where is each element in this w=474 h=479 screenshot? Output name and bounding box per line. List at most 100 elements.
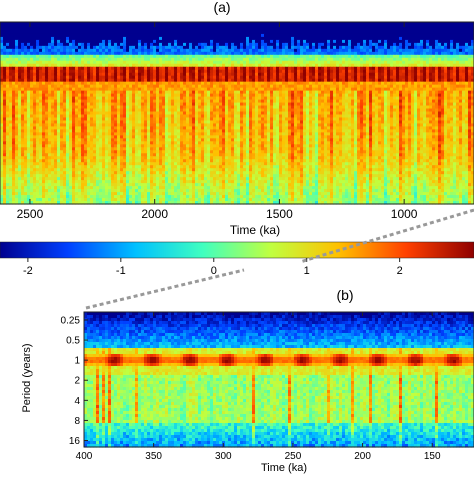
spectrogram-a-cell bbox=[108, 39, 112, 44]
spectrogram-a-cell bbox=[303, 24, 307, 29]
spectrogram-a-cell bbox=[42, 39, 46, 44]
spectrogram-a-cell bbox=[255, 33, 259, 38]
spectrogram-a-cell bbox=[387, 22, 391, 26]
spectrogram-a-cell bbox=[135, 51, 139, 56]
spectrogram-a-cell bbox=[384, 36, 388, 41]
spectrogram-a-cell bbox=[267, 51, 271, 56]
spectrogram-a-cell bbox=[216, 48, 220, 53]
spectrogram-a-cell bbox=[393, 45, 397, 50]
spectrogram-a-cell bbox=[417, 45, 421, 50]
spectrogram-a-cell bbox=[0, 45, 4, 50]
spectrogram-a-cell bbox=[384, 22, 388, 26]
spectrogram-a-cell bbox=[297, 45, 301, 50]
spectrogram-a-cell bbox=[360, 39, 364, 44]
spectrogram-a-cell bbox=[198, 45, 202, 50]
spectrogram-a-cell bbox=[348, 48, 352, 53]
spectrogram-a-cell bbox=[15, 24, 19, 29]
spectrogram-a-cell bbox=[3, 51, 7, 56]
spectrogram-a-cell bbox=[369, 33, 373, 38]
spectrogram-a-cell bbox=[162, 39, 166, 44]
spectrogram-a-cell bbox=[384, 48, 388, 53]
spectrogram-a-cell bbox=[177, 27, 181, 32]
spectrogram-a-cell bbox=[123, 42, 127, 47]
spectrogram-a-cell bbox=[279, 36, 283, 41]
spectrogram-a-cell bbox=[243, 22, 247, 26]
spectrogram-a-cell bbox=[468, 36, 472, 41]
spectrogram-a-cell bbox=[447, 39, 451, 44]
spectrogram-a-cell bbox=[456, 39, 460, 44]
spectrogram-a-cell bbox=[105, 36, 109, 41]
spectrogram-a-cell bbox=[126, 27, 130, 32]
spectrogram-a-cell bbox=[351, 22, 355, 26]
spectrogram-a-cell bbox=[3, 27, 7, 32]
spectrogram-a-cell bbox=[264, 51, 268, 56]
spectrogram-a-cell bbox=[78, 45, 82, 50]
spectrogram-a-cell bbox=[129, 48, 133, 53]
spectrogram-a-cell bbox=[69, 27, 73, 32]
spectrogram-a-cell bbox=[438, 48, 442, 53]
spectrogram-a-cell bbox=[306, 24, 310, 29]
spectrogram-a-cell bbox=[183, 22, 187, 26]
spectrogram-a-cell bbox=[348, 27, 352, 32]
spectrogram-a-cell bbox=[39, 36, 43, 41]
spectrogram-a-cell bbox=[417, 36, 421, 41]
spectrogram-a-cell bbox=[375, 36, 379, 41]
spectrogram-a-cell bbox=[441, 30, 445, 35]
spectrogram-a-cell bbox=[417, 24, 421, 29]
spectrogram-a-cell bbox=[12, 48, 16, 53]
spectrogram-a-cell bbox=[402, 27, 406, 32]
spectrogram-a-cell bbox=[78, 42, 82, 47]
spectrogram-a-cell bbox=[213, 33, 217, 38]
spectrogram-a-cell bbox=[84, 48, 88, 53]
spectrogram-a-cell bbox=[51, 45, 55, 50]
spectrogram-a-cell bbox=[90, 42, 94, 47]
spectrogram-a-cell bbox=[225, 33, 229, 38]
spectrogram-a-cell bbox=[195, 48, 199, 53]
spectrogram-a-cell bbox=[120, 39, 124, 44]
spectrogram-a-cell bbox=[324, 27, 328, 32]
spectrogram-a-cell bbox=[162, 33, 166, 38]
spectrogram-a-cell bbox=[0, 33, 4, 38]
spectrogram-a-cell bbox=[222, 22, 226, 26]
spectrogram-a-cell bbox=[330, 30, 334, 35]
spectrogram-a-cell bbox=[126, 33, 130, 38]
spectrogram-a-cell bbox=[384, 33, 388, 38]
spectrogram-a-cell bbox=[390, 27, 394, 32]
spectrogram-a-cell bbox=[324, 24, 328, 29]
spectrogram-a-cell bbox=[84, 45, 88, 50]
spectrogram-a-cell bbox=[408, 24, 412, 29]
spectrogram-a-cell bbox=[321, 30, 325, 35]
spectrogram-a-cell bbox=[144, 42, 148, 47]
spectrogram-a-cell bbox=[366, 45, 370, 50]
spectrogram-a-cell bbox=[9, 27, 13, 32]
spectrogram-a-cell bbox=[102, 22, 106, 26]
spectrogram-a-cell bbox=[417, 48, 421, 53]
spectrogram-a-cell bbox=[444, 24, 448, 29]
spectrogram-a-cell bbox=[96, 24, 100, 29]
spectrogram-a-cell bbox=[30, 39, 34, 44]
spectrogram-a-cell bbox=[3, 45, 7, 50]
spectrogram-a-cell bbox=[381, 48, 385, 53]
spectrogram-a-cell bbox=[258, 30, 262, 35]
spectrogram-a-cell bbox=[48, 22, 52, 26]
spectrogram-a-cell bbox=[144, 27, 148, 32]
spectrogram-a-cell bbox=[306, 22, 310, 26]
spectrogram-a-cell bbox=[45, 30, 49, 35]
spectrogram-a-cell bbox=[78, 22, 82, 26]
spectrogram-a-cell bbox=[48, 51, 52, 56]
spectrogram-a-cell bbox=[111, 39, 115, 44]
spectrogram-a-cell bbox=[375, 39, 379, 44]
spectrogram-a-cell bbox=[111, 24, 115, 29]
spectrogram-a-cell bbox=[378, 45, 382, 50]
spectrogram-a-cell bbox=[369, 36, 373, 41]
spectrogram-a-cell bbox=[219, 22, 223, 26]
spectrogram-a-cell bbox=[180, 33, 184, 38]
spectrogram-a-cell bbox=[471, 22, 474, 26]
spectrogram-a-cell bbox=[387, 24, 391, 29]
spectrogram-a-cell bbox=[423, 27, 427, 32]
spectrogram-a-cell bbox=[27, 36, 31, 41]
spectrogram-a-cell bbox=[309, 48, 313, 53]
spectrogram-a-cell bbox=[327, 51, 331, 56]
spectrogram-a-cell bbox=[348, 45, 352, 50]
